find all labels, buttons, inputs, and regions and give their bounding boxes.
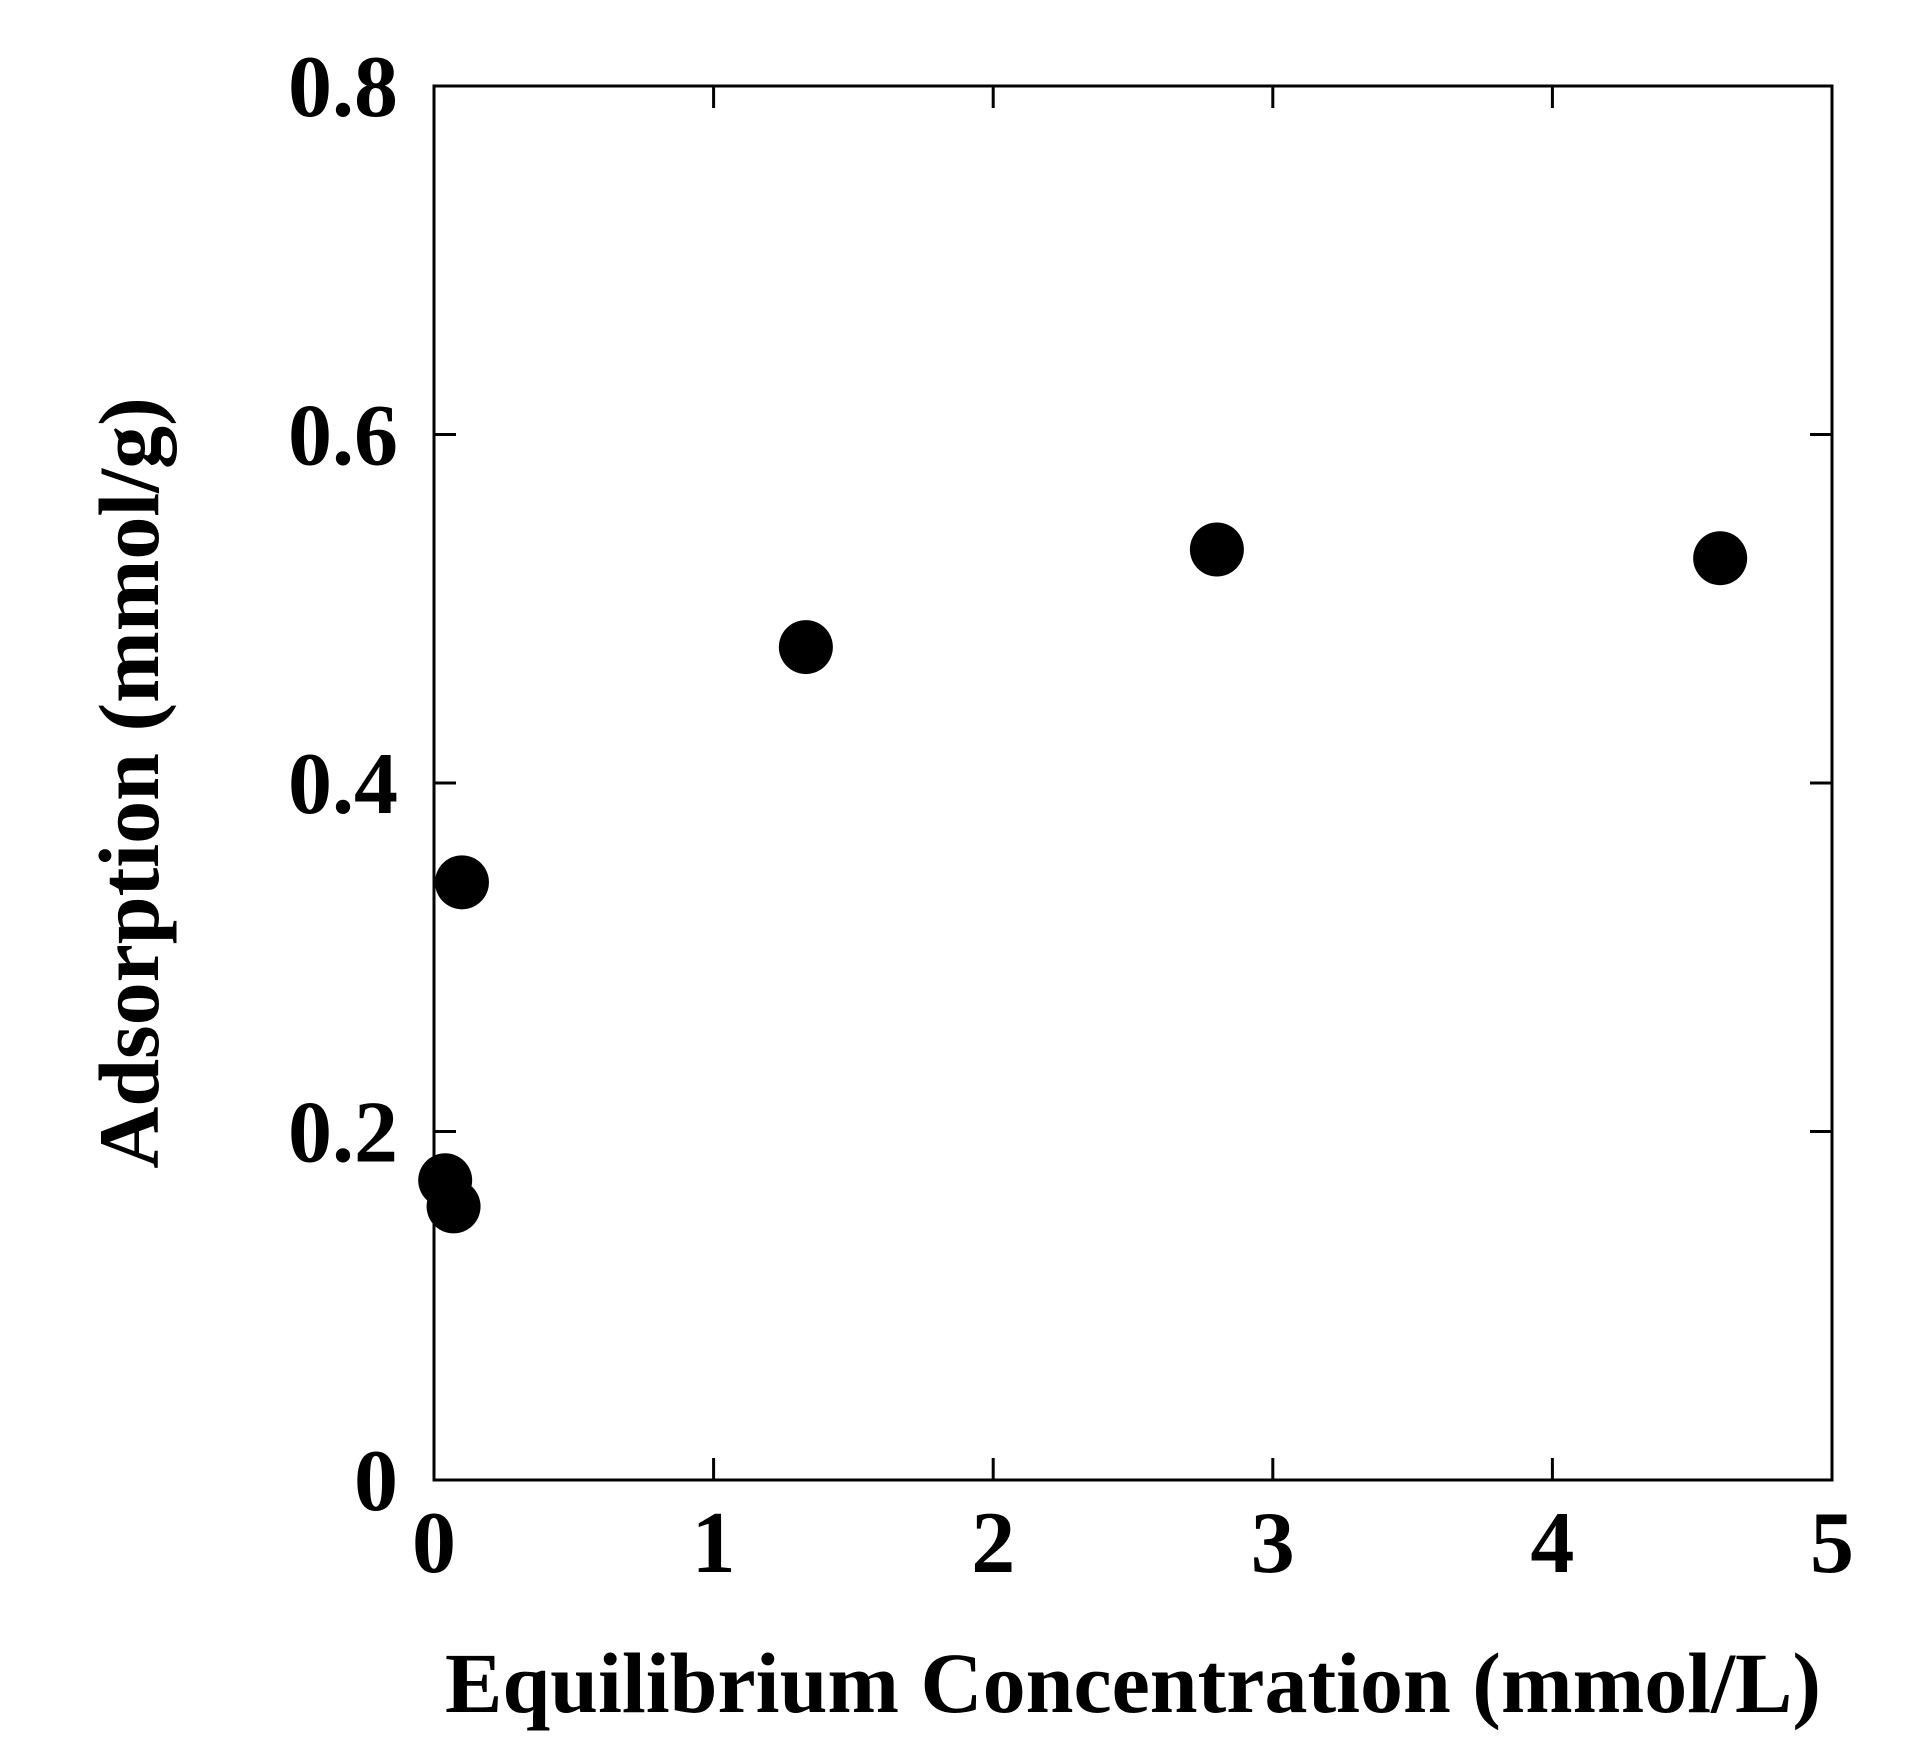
x-tick-label: 3 <box>1251 1495 1295 1592</box>
x-axis-title: Equilibrium Concentration (mmol/L) <box>445 1635 1821 1731</box>
data-point <box>1189 522 1244 577</box>
x-tick-label: 5 <box>1810 1495 1854 1592</box>
y-tick-label: 0.4 <box>288 736 398 833</box>
x-tick-label: 4 <box>1530 1495 1574 1592</box>
plot-frame <box>432 84 1834 1482</box>
y-tick-label: 0.2 <box>288 1085 398 1182</box>
data-points <box>418 522 1748 1234</box>
x-axis-ticks <box>712 86 1554 1480</box>
x-tick-label: 1 <box>692 1495 736 1592</box>
y-axis-title: Adsorption (mmol/g) <box>81 397 177 1169</box>
y-tick-label: 0.8 <box>288 39 398 136</box>
y-axis-ticks <box>434 433 1832 1133</box>
data-point <box>426 1179 481 1234</box>
data-point <box>778 620 833 675</box>
x-axis-tick-labels: 0 1 2 3 4 5 <box>412 1495 1854 1592</box>
x-tick-label: 0 <box>412 1495 456 1592</box>
data-point <box>434 855 489 910</box>
y-tick-label: 0 <box>354 1433 398 1530</box>
y-axis-tick-labels: 0 0.2 0.4 0.6 0.8 <box>288 39 398 1530</box>
y-tick-label: 0.6 <box>288 388 398 485</box>
data-point <box>1693 531 1748 586</box>
x-tick-label: 2 <box>971 1495 1015 1592</box>
